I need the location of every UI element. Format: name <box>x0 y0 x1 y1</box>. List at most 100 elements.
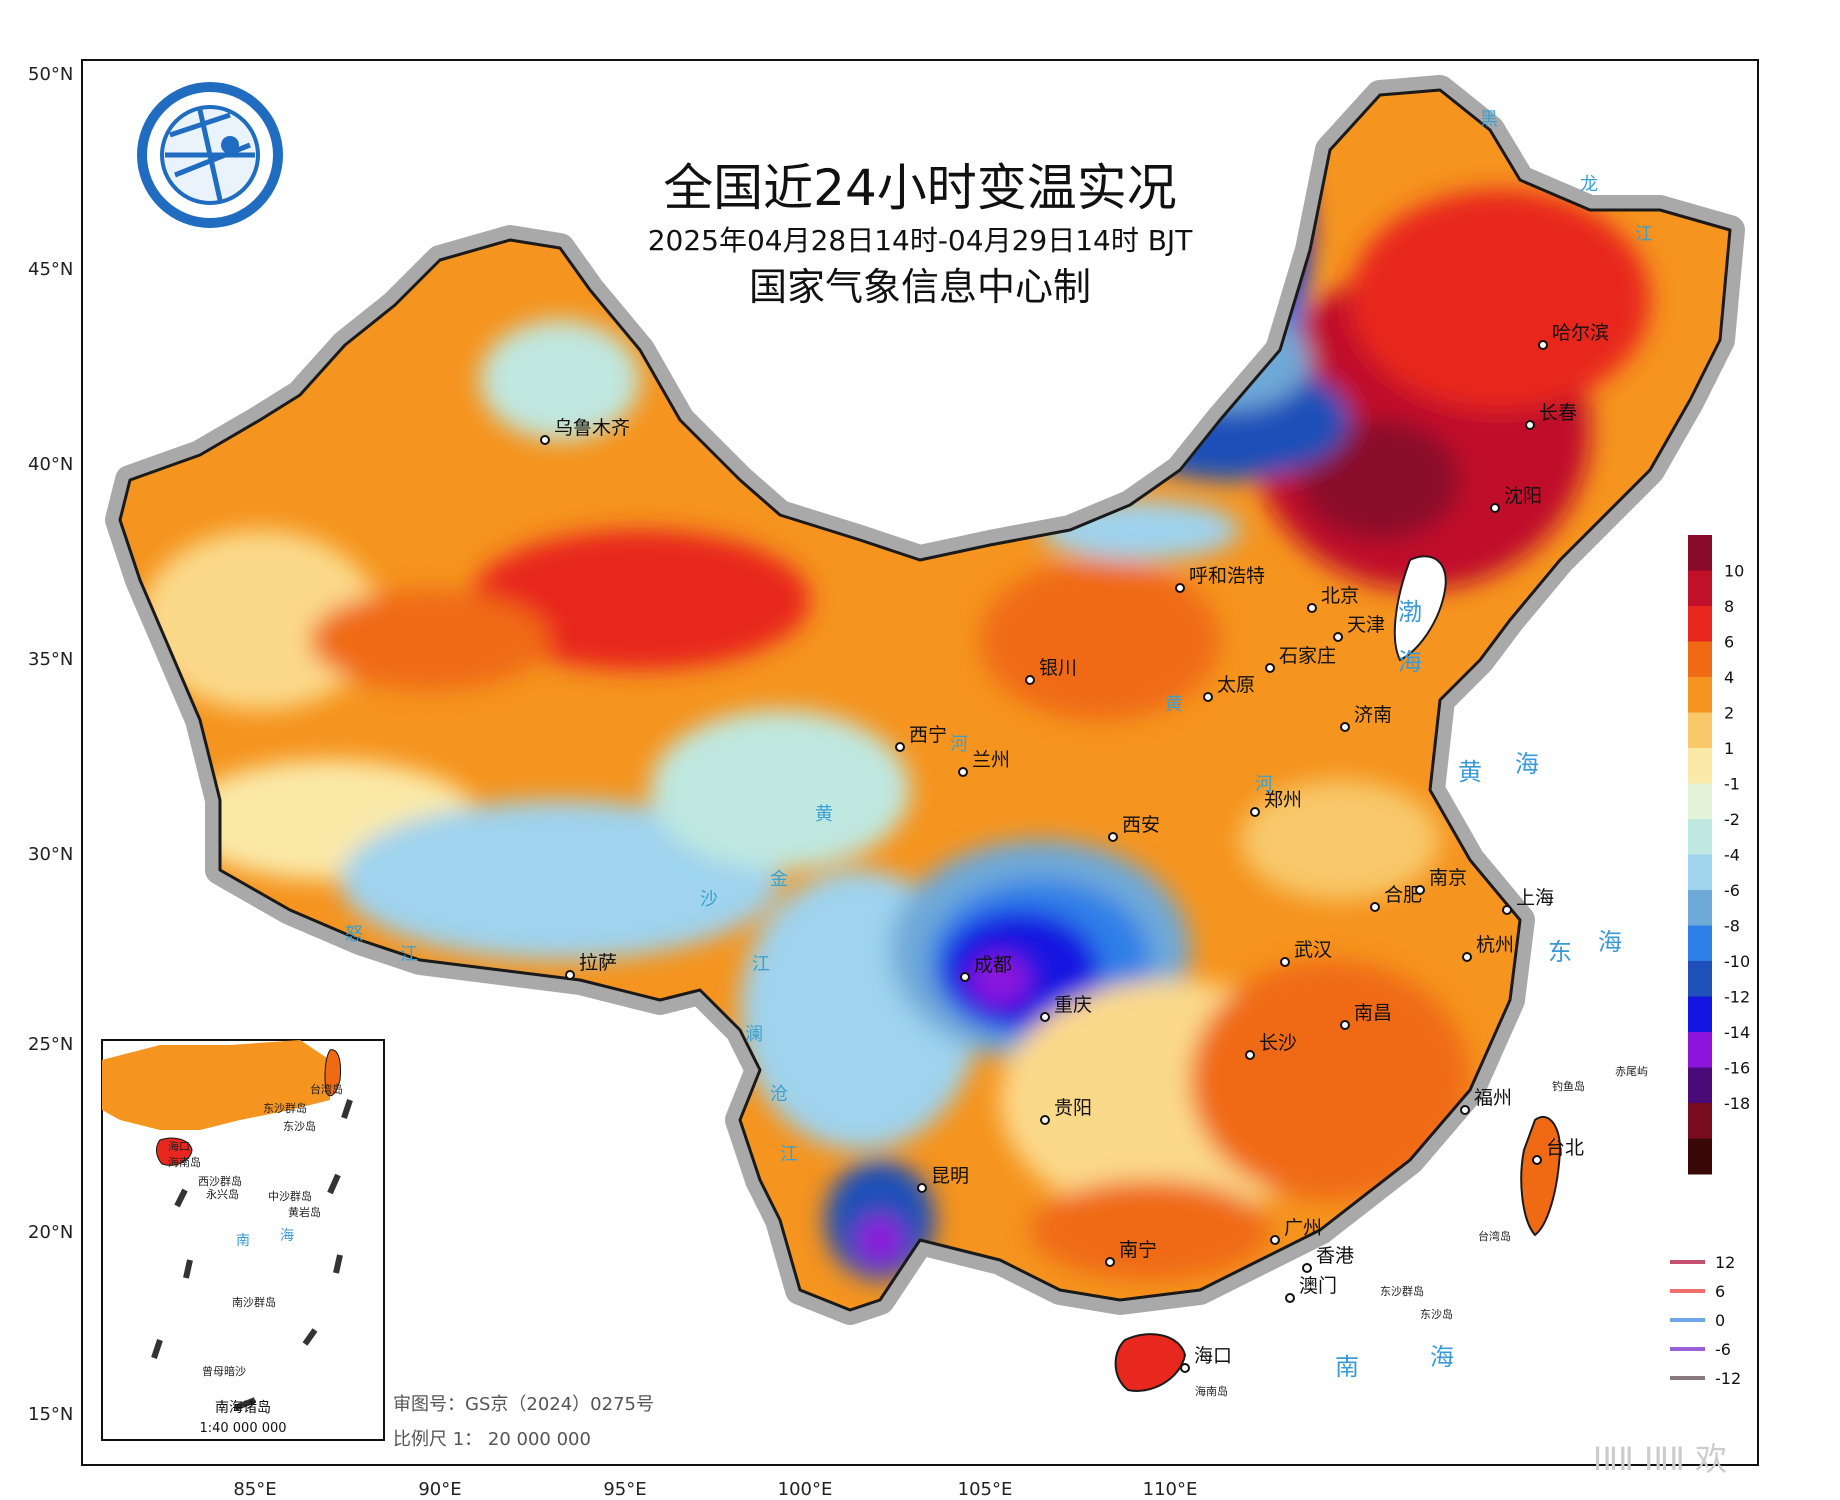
lon-tick-110: 110°E <box>1143 1479 1198 1500</box>
city-marker <box>1532 1155 1542 1165</box>
colorbar-segment <box>1688 641 1712 678</box>
colorbar-label: -16 <box>1724 1059 1750 1078</box>
city-3: 沈阳 <box>1490 485 1542 513</box>
river-label-13: 龙 <box>1580 174 1598 195</box>
colorbar-segment <box>1688 1138 1712 1175</box>
city-name: 长沙 <box>1259 1032 1297 1054</box>
cma-logo <box>137 82 283 228</box>
lon-tick-85: 85°E <box>233 1479 276 1500</box>
city-marker <box>1340 722 1350 732</box>
label-hainan-island: 海南岛 <box>1195 1384 1228 1398</box>
lat-tick-20: 20°N <box>28 1222 73 1243</box>
colorbar-label: 10 <box>1724 562 1744 581</box>
sea-yellow-2: 海 <box>1515 750 1539 778</box>
city-marker <box>1245 1050 1255 1060</box>
city-name: 拉萨 <box>579 952 617 974</box>
inset-label-nansha: 南沙群岛 <box>232 1295 276 1309</box>
city-name: 澳门 <box>1299 1275 1337 1297</box>
city-25: 贵阳 <box>1040 1097 1092 1125</box>
city-29: 广州 <box>1270 1217 1322 1245</box>
city-name: 济南 <box>1354 704 1392 726</box>
city-marker <box>1538 340 1548 350</box>
label-taiwan-island: 台湾岛 <box>1478 1229 1511 1243</box>
city-7: 石家庄 <box>1265 645 1336 673</box>
inset-label-taiwan: 台湾岛 <box>310 1082 343 1096</box>
river-label-10: 怒 <box>345 924 363 945</box>
city-name: 贵阳 <box>1054 1097 1092 1119</box>
city-name: 南宁 <box>1119 1239 1157 1261</box>
city-marker <box>1415 885 1425 895</box>
city-marker <box>1333 632 1343 642</box>
inset-taiwan <box>324 1049 341 1097</box>
line-legend-label: -12 <box>1715 1369 1741 1388</box>
label-dongsha-island: 东沙岛 <box>1420 1307 1453 1321</box>
river-label-0: 黄 <box>1165 694 1183 715</box>
river-label-5: 沙 <box>700 889 718 910</box>
city-20: 重庆 <box>1040 994 1092 1022</box>
river-label-2: 河 <box>950 734 968 755</box>
inset-mainland <box>102 1040 330 1130</box>
inset-label-zengmu: 曾母暗沙 <box>202 1364 246 1378</box>
city-marker <box>540 435 550 445</box>
colorbar-label: 2 <box>1724 704 1734 723</box>
city-10: 济南 <box>1340 704 1392 732</box>
inset-label-nan: 南 <box>236 1233 250 1249</box>
line-legend-label: 6 <box>1715 1282 1725 1301</box>
sea-bohai-1: 渤 <box>1398 598 1422 626</box>
city-marker <box>958 767 968 777</box>
label-dongsha: 东沙群岛 <box>1380 1284 1424 1298</box>
colorbar-segment <box>1688 748 1712 784</box>
city-15: 合肥 <box>1370 884 1422 912</box>
city-name: 海口 <box>1194 1345 1232 1367</box>
city-4: 呼和浩特 <box>1175 565 1265 593</box>
city-name: 台北 <box>1546 1137 1584 1159</box>
city-marker <box>1040 1012 1050 1022</box>
river-label-12: 黑 <box>1480 109 1498 130</box>
colorbar-segment <box>1688 677 1712 713</box>
river-label-8: 沧 <box>770 1084 788 1105</box>
approval-number: 审图号：GS京（2024）0275号 <box>393 1394 654 1415</box>
city-28: 昆明 <box>917 1165 969 1193</box>
inset-hainan <box>156 1137 193 1166</box>
city-marker <box>1502 905 1512 915</box>
taiwan-island <box>1520 1115 1562 1237</box>
city-name: 杭州 <box>1476 934 1514 956</box>
sea-labels: 渤 海 黄 海 东 海 南 海 <box>1335 598 1622 1381</box>
line-legend-label: 12 <box>1715 1253 1735 1272</box>
city-name: 石家庄 <box>1279 645 1336 667</box>
city-marker <box>1180 1363 1190 1373</box>
colorbar-segment <box>1688 570 1712 607</box>
city-name: 北京 <box>1321 585 1359 607</box>
colorbar-segment <box>1688 1067 1712 1104</box>
lon-tick-90: 90°E <box>418 1479 461 1500</box>
city-name: 长春 <box>1539 402 1577 424</box>
city-marker <box>1525 420 1535 430</box>
city-name: 西安 <box>1122 814 1160 836</box>
city-name: 南京 <box>1429 867 1467 889</box>
city-14: 郑州 <box>1250 789 1302 817</box>
city-name: 武汉 <box>1294 939 1332 961</box>
city-name: 重庆 <box>1054 994 1092 1016</box>
lat-tick-30: 30°N <box>28 844 73 865</box>
city-marker <box>960 972 970 982</box>
map-scale-text: 比例尺 1： 20 000 000 <box>393 1429 591 1450</box>
colorbar-label: 4 <box>1724 668 1734 687</box>
city-1: 哈尔滨 <box>1538 322 1609 350</box>
inset-label-zhongsha: 中沙群岛 <box>268 1189 312 1203</box>
city-2: 长春 <box>1525 402 1577 430</box>
city-marker <box>1105 1257 1115 1267</box>
river-label-9: 江 <box>780 1144 798 1165</box>
city-marker <box>1307 603 1317 613</box>
colorbar-segment <box>1688 535 1712 571</box>
city-name: 香港 <box>1316 1245 1354 1267</box>
lat-tick-25: 25°N <box>28 1034 73 1055</box>
city-name: 西宁 <box>909 724 947 746</box>
city-name: 银川 <box>1039 657 1077 679</box>
city-marker <box>1250 807 1260 817</box>
city-5: 北京 <box>1307 585 1359 613</box>
city-marker <box>1462 952 1472 962</box>
colorbar-label: -8 <box>1724 917 1740 936</box>
city-name: 昆明 <box>931 1165 969 1187</box>
city-marker <box>1285 1293 1295 1303</box>
